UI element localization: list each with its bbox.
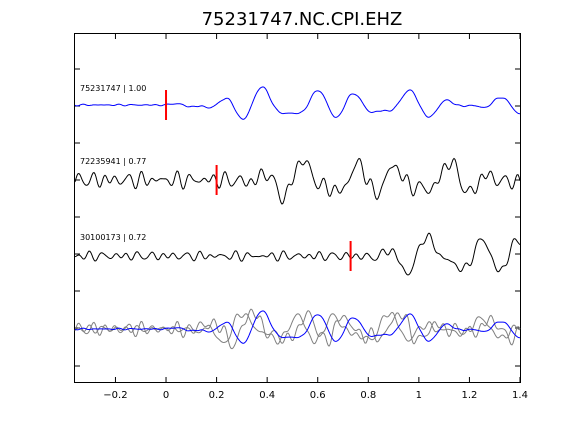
- x-tick-label: 1.2: [461, 390, 477, 401]
- trace-label-1: 75231747 | 1.00: [80, 84, 146, 93]
- trace-labels: 75231747 | 1.00 72235941 | 0.77 30100173…: [80, 84, 146, 242]
- x-tick-label: 0.4: [259, 390, 275, 401]
- plot-frame: [74, 33, 521, 383]
- pick-markers: [165, 90, 352, 271]
- x-tick-label: −0.2: [103, 390, 127, 401]
- trace-waveform-1: [74, 86, 521, 120]
- overlay-layer: [74, 308, 521, 350]
- trace-waveform-3: [74, 232, 521, 276]
- trace-label-3: 30100173 | 0.72: [80, 233, 146, 242]
- x-tick-label: 0.6: [310, 390, 326, 401]
- x-tick-label: 1: [416, 390, 422, 401]
- overlay-waveform-1: [74, 308, 521, 350]
- trace-waveform-2: [74, 157, 521, 205]
- overlay-waveform-3: [74, 310, 521, 344]
- x-tick-label: 1.4: [512, 390, 528, 401]
- x-tick-label: 0: [163, 390, 169, 401]
- x-tick-label: 0.2: [209, 390, 225, 401]
- x-tick-label: 0.8: [360, 390, 376, 401]
- chart-title: 75231747.NC.CPI.EHZ: [202, 9, 403, 30]
- overlay-waveform-2: [74, 311, 521, 345]
- trace-label-2: 72235941 | 0.77: [80, 157, 146, 166]
- trace-layer: [74, 86, 521, 276]
